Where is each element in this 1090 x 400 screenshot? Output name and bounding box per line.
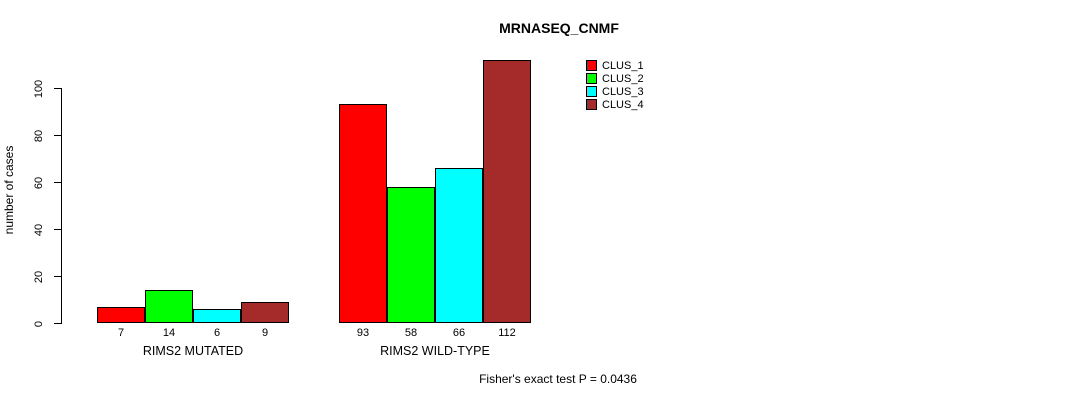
legend-label: CLUS_1 [602,59,644,72]
bar-clus-4-rims2-wild-type [483,60,531,323]
x-group-label-rims2-mutated: RIMS2 MUTATED [142,344,244,358]
bar-clus-4-rims2-mutated [241,302,289,323]
y-axis-tick [54,276,61,278]
y-axis-tick [54,229,61,231]
legend-swatch [586,60,597,71]
y-axis-tick [54,88,61,90]
x-group-label-rims2-wild-type: RIMS2 WILD-TYPE [380,344,490,358]
legend-item-clus-4: CLUS_4 [586,98,644,111]
legend-item-clus-2: CLUS_2 [586,72,644,85]
legend-item-clus-1: CLUS_1 [586,59,644,72]
bar-value-label: 14 [162,327,176,339]
y-axis-tick-label: 60 [33,176,45,189]
legend-label: CLUS_3 [602,85,644,98]
y-axis-tick-label: 100 [33,79,45,98]
legend-swatch [586,99,597,110]
legend-label: CLUS_2 [602,72,644,85]
footer-note: Fisher's exact test P = 0.0436 [479,372,637,386]
bar-clus-3-rims2-mutated [193,309,241,323]
chart-title: MRNASEQ_CNMF [499,20,619,36]
bar-value-label: 58 [404,327,418,339]
y-axis-line [61,88,63,324]
y-axis-tick-label: 40 [33,223,45,236]
legend-item-clus-3: CLUS_3 [586,85,644,98]
y-axis-label: number of cases [2,145,16,235]
y-axis-tick [54,182,61,184]
bar-value-label: 93 [356,327,370,339]
bar-clus-3-rims2-wild-type [435,168,483,323]
legend-swatch [586,73,597,84]
bar-value-label: 6 [213,327,221,339]
y-axis-tick-label: 20 [33,270,45,283]
legend-swatch [586,86,597,97]
bar-clus-2-rims2-mutated [145,290,193,323]
y-axis-tick [54,323,61,325]
bar-value-label: 112 [498,327,516,339]
bar-value-label: 9 [261,327,269,339]
bar-value-label: 66 [452,327,466,339]
y-axis-tick [54,135,61,137]
bar-clus-1-rims2-mutated [97,307,145,323]
bar-value-label: 7 [117,327,125,339]
y-axis-tick-label: 0 [33,320,45,327]
legend: CLUS_1 CLUS_2 CLUS_3 CLUS_4 [586,59,644,111]
bar-clus-2-rims2-wild-type [387,187,435,323]
legend-label: CLUS_4 [602,98,644,111]
y-axis-tick-label: 80 [33,129,45,142]
bar-clus-1-rims2-wild-type [339,104,387,323]
